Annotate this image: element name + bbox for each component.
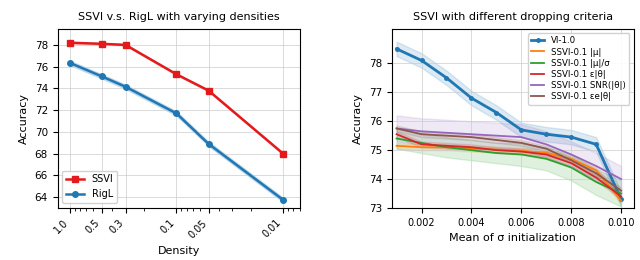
SSVI-0.1 SNR(|θ|) [593,165,600,168]
Legend: VI-1.0, SSVI-0.1 |μ|, SSVI-0.1 |μ|/σ, SSVI-0.1 ε|θ|, SSVI-0.1 SNR(|θ|), SSVI-0.1: VI-1.0, SSVI-0.1 |μ|, SSVI-0.1 |μ|/σ, SS… [528,33,629,105]
SSVI-0.1 ε|θ| [593,176,600,179]
SSVI-0.1 SNR(|θ|) [418,130,426,133]
SSVI-0.1 SNR(|θ|) [543,143,550,146]
RigL [279,198,287,202]
SSVI-0.1 |μ| [468,147,476,150]
SSVI-0.1 |μ|/σ [618,192,625,195]
VI-1.0 [568,135,575,139]
SSVI-0.1 ε|θ| [543,153,550,156]
SSVI-0.1 ε|θ| [568,162,575,165]
SSVI-0.1 εe|θ| [518,141,525,145]
Line: SSVI-0.1 εe|θ|: SSVI-0.1 εe|θ| [397,128,621,191]
SSVI-0.1 εe|θ| [393,127,401,130]
SSVI-0.1 |μ| [543,152,550,155]
Line: SSVI-0.1 ε|θ|: SSVI-0.1 ε|θ| [397,134,621,196]
SSVI-0.1 SNR(|θ|) [518,135,525,139]
SSVI-0.1 εe|θ| [443,134,451,137]
SSVI-0.1 |μ|/σ [518,153,525,156]
RigL [98,75,106,78]
SSVI-0.1 εe|θ| [618,189,625,192]
SSVI-0.1 |μ| [443,146,451,149]
Y-axis label: Accuracy: Accuracy [19,93,29,144]
RigL [205,142,212,145]
VI-1.0 [393,47,401,50]
SSVI-0.1 |μ|/σ [393,137,401,140]
SSVI-0.1 ε|θ| [618,195,625,198]
SSVI-0.1 ε|θ| [468,146,476,149]
Y-axis label: Accuracy: Accuracy [353,93,363,144]
SSVI-0.1 |μ|/σ [493,152,500,155]
VI-1.0 [593,143,600,146]
SSVI-0.1 |μ| [618,199,625,202]
SSVI-0.1 SNR(|θ|) [568,153,575,156]
Title: SSVI with different dropping criteria: SSVI with different dropping criteria [413,12,612,22]
SSVI [279,152,287,155]
SSVI-0.1 |μ|/σ [593,180,600,184]
SSVI-0.1 SNR(|θ|) [443,131,451,134]
Line: SSVI: SSVI [67,40,286,157]
SSVI-0.1 εe|θ| [568,159,575,162]
SSVI-0.1 ε|θ| [518,150,525,153]
SSVI-0.1 SNR(|θ|) [393,127,401,130]
Line: SSVI-0.1 |μ|: SSVI-0.1 |μ| [397,146,621,201]
SSVI-0.1 εe|θ| [543,147,550,150]
X-axis label: Density: Density [157,245,200,256]
VI-1.0 [418,59,426,62]
SSVI-0.1 εe|θ| [593,172,600,175]
SSVI-0.1 |μ|/σ [418,141,426,145]
SSVI-0.1 |μ|/σ [543,157,550,160]
VI-1.0 [543,133,550,136]
SSVI-0.1 ε|θ| [418,143,426,146]
Line: RigL: RigL [67,60,286,203]
SSVI [98,42,106,46]
VI-1.0 [493,111,500,114]
X-axis label: Mean of σ initialization: Mean of σ initialization [449,233,576,243]
SSVI-0.1 |μ|/σ [468,148,476,152]
SSVI-0.1 SNR(|θ|) [493,134,500,137]
SSVI-0.1 |μ| [493,148,500,151]
SSVI-0.1 |μ| [568,157,575,160]
SSVI-0.1 |μ|/σ [443,146,451,149]
Line: SSVI-0.1 SNR(|θ|): SSVI-0.1 SNR(|θ|) [397,128,621,179]
SSVI-0.1 |μ| [518,149,525,152]
VI-1.0 [518,128,525,132]
SSVI-0.1 SNR(|θ|) [618,178,625,181]
SSVI-0.1 εe|θ| [468,135,476,139]
SSVI-0.1 ε|θ| [443,144,451,147]
Title: SSVI v.s. RigL with varying densities: SSVI v.s. RigL with varying densities [78,12,280,22]
SSVI-0.1 SNR(|θ|) [468,133,476,136]
SSVI-0.1 |μ| [593,169,600,172]
RigL [66,61,74,64]
SSVI-0.1 εe|θ| [493,138,500,141]
SSVI-0.1 |μ|/σ [568,166,575,169]
Line: SSVI-0.1 |μ|/σ: SSVI-0.1 |μ|/σ [397,139,621,193]
SSVI [66,41,74,44]
RigL [122,85,129,88]
SSVI-0.1 εe|θ| [418,133,426,136]
RigL [173,112,180,115]
SSVI [205,89,212,92]
SSVI [173,73,180,76]
SSVI-0.1 ε|θ| [393,133,401,136]
SSVI [122,43,129,47]
VI-1.0 [468,96,476,100]
VI-1.0 [443,76,451,79]
SSVI-0.1 ε|θ| [493,148,500,152]
VI-1.0 [618,198,625,201]
SSVI-0.1 |μ| [393,144,401,147]
Legend: SSVI, RigL: SSVI, RigL [63,171,117,203]
Line: VI-1.0: VI-1.0 [395,47,623,201]
SSVI-0.1 |μ| [418,146,426,149]
